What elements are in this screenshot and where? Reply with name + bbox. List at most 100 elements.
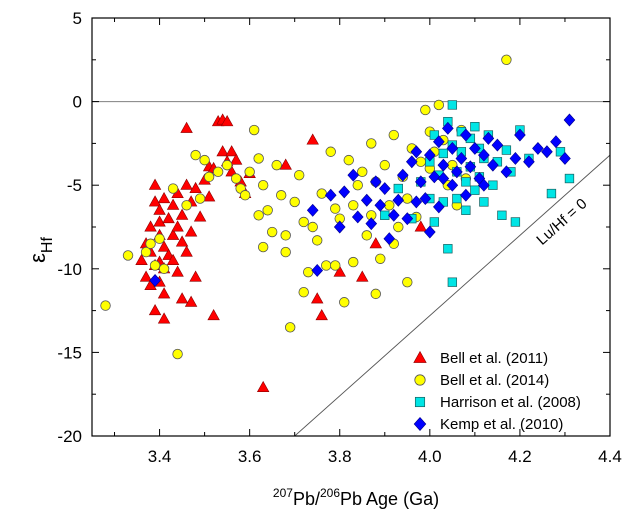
data-point-circle bbox=[190, 149, 201, 161]
data-point-diamond bbox=[482, 131, 495, 145]
data-point-circle bbox=[289, 196, 300, 208]
data-point-triangle bbox=[175, 235, 189, 247]
data-point-triangle bbox=[166, 253, 180, 265]
data-point-circle bbox=[420, 104, 431, 116]
data-point-diamond bbox=[437, 172, 450, 185]
data-point-diamond bbox=[478, 148, 490, 162]
data-point-square bbox=[393, 183, 403, 194]
data-point-diamond bbox=[446, 141, 459, 155]
data-point-square bbox=[501, 145, 512, 155]
data-point-square bbox=[380, 210, 390, 220]
data-point-diamond bbox=[401, 212, 414, 226]
data-point-triangle bbox=[333, 265, 346, 277]
data-point-triangle bbox=[153, 203, 166, 215]
data-point-circle bbox=[275, 190, 287, 201]
data-point-triangle bbox=[229, 153, 243, 165]
data-point-diamond bbox=[428, 170, 441, 184]
data-point-triangle bbox=[153, 215, 166, 227]
data-point-circle bbox=[433, 99, 445, 111]
data-point-circle bbox=[140, 246, 152, 258]
data-point-triangle bbox=[148, 195, 162, 207]
data-point-circle bbox=[199, 154, 210, 166]
y-tick-label: 0 bbox=[73, 93, 82, 112]
data-point-circle bbox=[262, 205, 273, 216]
data-point-diamond bbox=[455, 151, 468, 165]
data-point-circle bbox=[257, 241, 269, 253]
data-point-circle bbox=[330, 203, 341, 214]
data-point-circle bbox=[239, 190, 251, 201]
data-point-square bbox=[461, 205, 471, 215]
legend-marker-diamond bbox=[413, 417, 427, 431]
data-point-square bbox=[438, 148, 449, 159]
data-point-circle bbox=[230, 173, 242, 184]
data-point-circle bbox=[294, 169, 305, 181]
data-point-circle bbox=[375, 253, 386, 264]
data-point-circle bbox=[248, 124, 260, 136]
data-point-triangle bbox=[202, 190, 216, 202]
data-point-triangle bbox=[189, 270, 202, 282]
data-point-circle bbox=[348, 200, 359, 211]
data-point-circle bbox=[172, 348, 183, 360]
data-point-circle bbox=[501, 54, 512, 66]
data-point-diamond bbox=[437, 158, 450, 172]
data-point-triangle bbox=[356, 270, 369, 282]
data-point-triangle bbox=[184, 225, 198, 237]
data-point-circle bbox=[181, 200, 192, 211]
data-point-triangle bbox=[184, 295, 198, 307]
y-tick-label: -20 bbox=[57, 427, 82, 446]
x-axis-title-sup2: 206 bbox=[320, 486, 340, 500]
data-point-circle bbox=[388, 129, 399, 141]
data-point-triangle bbox=[175, 292, 189, 304]
x-tick-label: 4.2 bbox=[508, 447, 532, 466]
data-point-circle bbox=[257, 179, 269, 191]
y-axis-title-sub: Hf bbox=[39, 237, 56, 254]
data-point-diamond bbox=[424, 148, 436, 162]
data-point-diamond bbox=[469, 141, 481, 155]
data-point-square bbox=[470, 185, 480, 195]
data-point-circle bbox=[402, 276, 413, 288]
lu-hf-zero-line bbox=[294, 154, 610, 436]
data-point-diamond bbox=[550, 135, 562, 149]
series-diamond bbox=[149, 113, 576, 287]
data-point-diamond bbox=[419, 192, 432, 206]
data-point-triangle bbox=[216, 145, 229, 157]
data-point-triangle bbox=[157, 240, 171, 252]
data-point-diamond bbox=[541, 145, 553, 159]
y-axis-title: εHf bbox=[25, 237, 56, 263]
data-point-triangle bbox=[166, 228, 180, 240]
legend: Bell et al. (2011) Bell et al. (2014) Harr… bbox=[413, 350, 581, 433]
data-point-diamond bbox=[491, 138, 504, 152]
data-point-circle bbox=[122, 250, 134, 261]
data-point-square bbox=[470, 122, 480, 132]
data-point-circle bbox=[361, 230, 372, 241]
data-point-square bbox=[447, 277, 458, 287]
data-point-circle bbox=[321, 260, 332, 271]
legend-label: Bell et al. (2014) bbox=[440, 372, 549, 389]
data-point-square bbox=[429, 130, 440, 140]
legend-label: Kemp et al. (2010) bbox=[440, 416, 563, 433]
data-point-diamond bbox=[514, 128, 526, 142]
data-point-triangle bbox=[148, 178, 162, 190]
data-point-triangle bbox=[157, 287, 171, 299]
data-point-square bbox=[510, 217, 521, 227]
data-point-diamond bbox=[410, 145, 423, 159]
legend-marker-circle bbox=[414, 374, 426, 386]
data-point-square bbox=[564, 173, 575, 184]
data-point-circle bbox=[352, 179, 363, 191]
data-point-triangle bbox=[180, 178, 193, 190]
data-point-triangle bbox=[171, 220, 184, 232]
data-point-diamond bbox=[478, 178, 490, 192]
data-point-triangle bbox=[157, 191, 171, 204]
legend-label: Bell et al. (2011) bbox=[440, 350, 548, 367]
data-point-circle bbox=[325, 146, 336, 157]
data-point-triangle bbox=[220, 115, 234, 127]
data-point-diamond bbox=[365, 217, 378, 231]
data-point-square bbox=[488, 180, 498, 190]
data-point-triangle bbox=[225, 145, 238, 157]
x-tick-label: 3.6 bbox=[238, 447, 262, 466]
data-point-diamond bbox=[500, 165, 513, 179]
data-point-triangle bbox=[369, 237, 382, 249]
data-point-circle bbox=[393, 221, 404, 233]
data-point-diamond bbox=[442, 121, 454, 135]
data-point-diamond bbox=[532, 141, 544, 155]
